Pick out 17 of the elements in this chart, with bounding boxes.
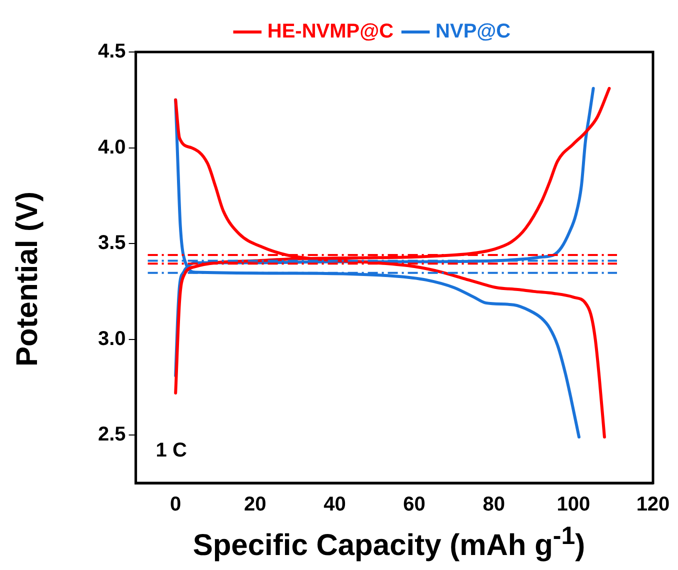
x-axis-title: Specific Capacity (mAh g$^{-1}$): [192, 522, 586, 563]
y-tick-label: 3.0: [98, 328, 126, 350]
x-tick-label: 0: [170, 494, 182, 516]
x-tick-label: 100: [556, 494, 590, 516]
annotation: 1 C: [156, 440, 187, 462]
y-tick-label: 3.5: [98, 232, 126, 254]
x-tick-label: 120: [636, 494, 670, 516]
y-axis-title: Potential (V): [11, 190, 45, 369]
y-tick-label: 4.0: [98, 136, 126, 158]
x-tick-label: 60: [403, 494, 426, 516]
x-tick-label: 80: [482, 494, 505, 516]
legend-label: HE-NVMP@C: [267, 20, 394, 43]
legend-label: NVP@C: [436, 20, 511, 43]
x-tick-label: 40: [324, 494, 346, 516]
y-tick-label: 4.5: [98, 40, 126, 63]
y-tick-label: 2.5: [98, 424, 126, 446]
x-tick-label: 20: [244, 494, 266, 516]
